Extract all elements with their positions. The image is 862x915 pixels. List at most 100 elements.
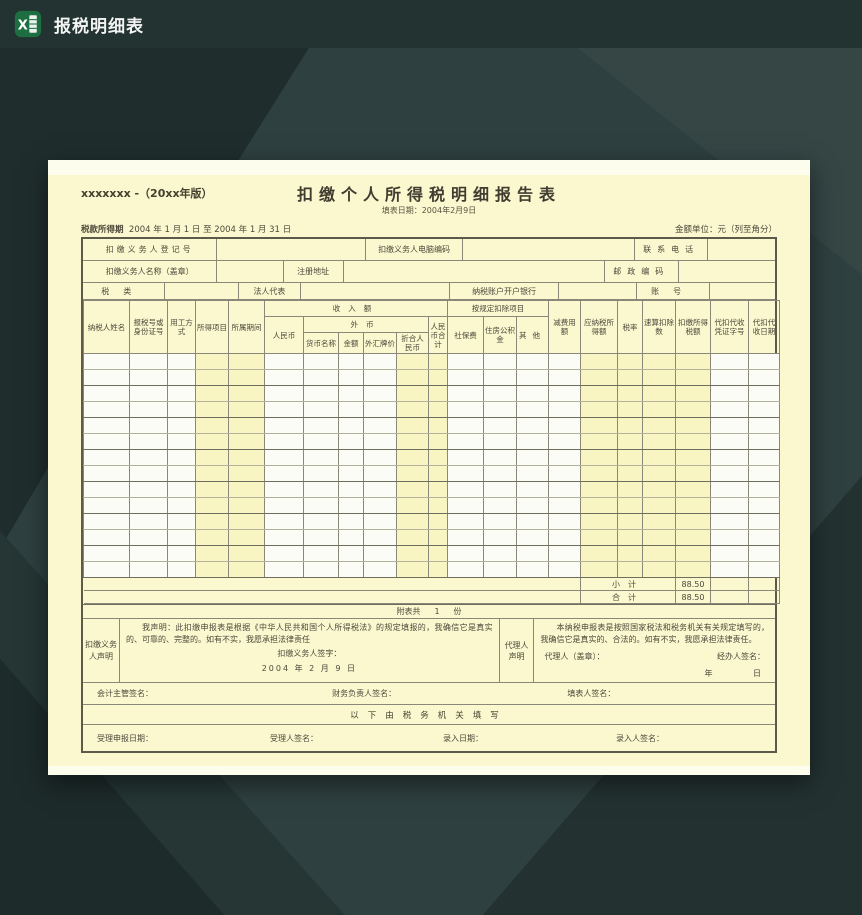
data-cell[interactable] (642, 449, 676, 466)
data-cell[interactable] (195, 529, 229, 546)
data-cell[interactable] (428, 545, 448, 562)
data-cell[interactable] (195, 369, 229, 386)
data-cell[interactable] (195, 497, 229, 514)
data-cell[interactable] (447, 401, 484, 418)
data-cell[interactable] (228, 545, 265, 562)
data-cell[interactable] (83, 513, 130, 530)
data-cell[interactable] (195, 433, 229, 450)
data-cell[interactable] (129, 513, 168, 530)
data-cell[interactable] (428, 529, 448, 546)
data-cell[interactable] (642, 497, 676, 514)
data-cell[interactable] (228, 369, 265, 386)
data-cell[interactable] (516, 369, 549, 386)
data-cell[interactable] (129, 449, 168, 466)
data-cell[interactable] (396, 417, 429, 434)
data-cell[interactable] (303, 369, 339, 386)
data-cell[interactable] (617, 385, 643, 402)
data-cell[interactable] (548, 513, 581, 530)
data-cell[interactable] (675, 497, 711, 514)
data-cell[interactable] (264, 545, 304, 562)
data-cell[interactable] (447, 481, 484, 498)
data-cell[interactable] (447, 513, 484, 530)
data-cell[interactable] (264, 465, 304, 482)
data-cell[interactable] (338, 529, 364, 546)
data-cell[interactable] (195, 513, 229, 530)
data-cell[interactable] (228, 401, 265, 418)
data-cell[interactable] (363, 513, 397, 530)
data-cell[interactable] (428, 433, 448, 450)
data-cell[interactable] (548, 529, 581, 546)
data-cell[interactable] (338, 417, 364, 434)
data-cell[interactable] (167, 465, 196, 482)
data-cell[interactable] (642, 401, 676, 418)
data-cell[interactable] (580, 497, 618, 514)
data-cell[interactable] (548, 545, 581, 562)
data-cell[interactable] (396, 385, 429, 402)
postcode-input[interactable] (679, 261, 775, 282)
data-cell[interactable] (83, 529, 130, 546)
data-cell[interactable] (642, 529, 676, 546)
data-cell[interactable] (363, 465, 397, 482)
data-cell[interactable] (748, 529, 780, 546)
data-cell[interactable] (447, 497, 484, 514)
data-cell[interactable] (642, 545, 676, 562)
data-cell[interactable] (642, 561, 676, 578)
data-cell[interactable] (167, 369, 196, 386)
data-cell[interactable] (167, 481, 196, 498)
data-cell[interactable] (428, 513, 448, 530)
data-cell[interactable] (483, 433, 517, 450)
data-cell[interactable] (363, 497, 397, 514)
data-cell[interactable] (129, 497, 168, 514)
data-cell[interactable] (396, 497, 429, 514)
data-cell[interactable] (129, 561, 168, 578)
data-cell[interactable] (675, 353, 711, 370)
data-cell[interactable] (580, 481, 618, 498)
data-cell[interactable] (129, 433, 168, 450)
data-cell[interactable] (195, 417, 229, 434)
data-cell[interactable] (642, 433, 676, 450)
data-cell[interactable] (516, 545, 549, 562)
data-cell[interactable] (447, 545, 484, 562)
data-cell[interactable] (447, 385, 484, 402)
data-cell[interactable] (642, 481, 676, 498)
data-cell[interactable] (363, 449, 397, 466)
data-cell[interactable] (617, 401, 643, 418)
data-cell[interactable] (228, 449, 265, 466)
data-cell[interactable] (363, 545, 397, 562)
data-cell[interactable] (396, 545, 429, 562)
data-cell[interactable] (167, 385, 196, 402)
data-cell[interactable] (710, 353, 749, 370)
data-cell[interactable] (516, 497, 549, 514)
data-cell[interactable] (617, 417, 643, 434)
data-cell[interactable] (83, 561, 130, 578)
data-cell[interactable] (642, 465, 676, 482)
data-cell[interactable] (303, 529, 339, 546)
data-cell[interactable] (580, 353, 618, 370)
data-cell[interactable] (516, 401, 549, 418)
data-cell[interactable] (710, 561, 749, 578)
data-cell[interactable] (264, 449, 304, 466)
data-cell[interactable] (447, 529, 484, 546)
data-cell[interactable] (447, 353, 484, 370)
data-cell[interactable] (167, 529, 196, 546)
bank-input[interactable] (559, 283, 637, 299)
data-cell[interactable] (228, 497, 265, 514)
data-cell[interactable] (447, 369, 484, 386)
data-cell[interactable] (428, 449, 448, 466)
data-cell[interactable] (167, 417, 196, 434)
data-cell[interactable] (710, 385, 749, 402)
data-cell[interactable] (396, 401, 429, 418)
data-cell[interactable] (516, 465, 549, 482)
data-cell[interactable] (195, 385, 229, 402)
data-cell[interactable] (447, 433, 484, 450)
data-cell[interactable] (447, 449, 484, 466)
data-cell[interactable] (548, 417, 581, 434)
data-cell[interactable] (675, 433, 711, 450)
data-cell[interactable] (338, 385, 364, 402)
data-cell[interactable] (83, 417, 130, 434)
data-cell[interactable] (338, 433, 364, 450)
data-cell[interactable] (303, 497, 339, 514)
data-cell[interactable] (195, 449, 229, 466)
data-cell[interactable] (748, 561, 780, 578)
data-cell[interactable] (363, 433, 397, 450)
